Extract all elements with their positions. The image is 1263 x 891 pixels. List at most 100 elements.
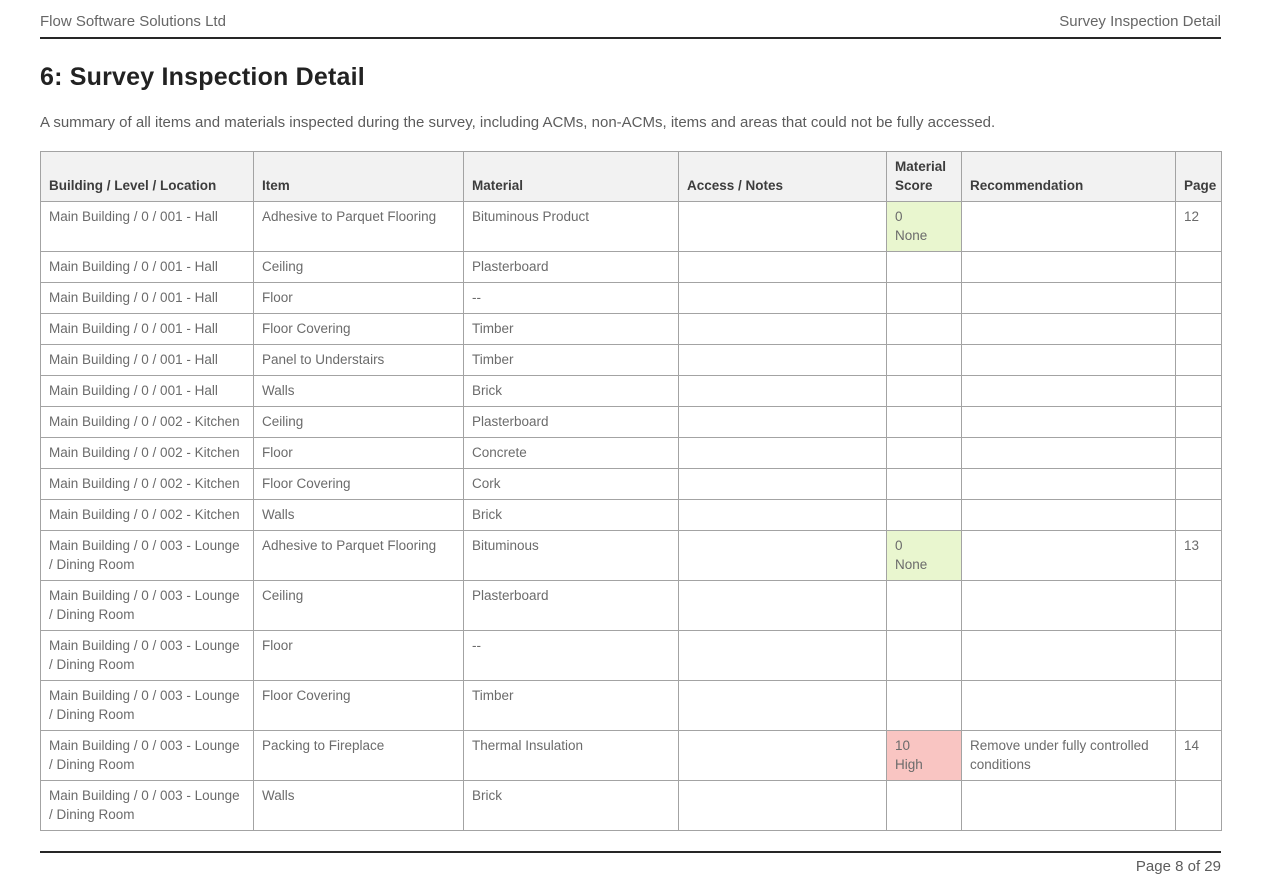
cell-item: Floor xyxy=(253,630,464,681)
cell-material: Timber xyxy=(463,344,679,376)
cell-page xyxy=(1175,580,1222,631)
cell-location: Main Building / 0 / 003 - Lounge / Dinin… xyxy=(40,780,254,831)
cell-access-notes xyxy=(678,530,887,581)
cell-page: 13 xyxy=(1175,530,1222,581)
cell-material-score xyxy=(886,313,962,345)
cell-material: -- xyxy=(463,630,679,681)
score-value: 0 xyxy=(895,209,903,224)
cell-material: Cork xyxy=(463,468,679,500)
table-row: Main Building / 0 / 003 - Lounge / Dinin… xyxy=(40,530,1222,581)
cell-page xyxy=(1175,437,1222,469)
cell-page xyxy=(1175,344,1222,376)
cell-page xyxy=(1175,282,1222,314)
table-row: Main Building / 0 / 001 - Hall Ceiling Pla… xyxy=(40,251,1222,283)
cell-location: Main Building / 0 / 001 - Hall xyxy=(40,375,254,407)
cell-location: Main Building / 0 / 001 - Hall xyxy=(40,201,254,252)
cell-material: Concrete xyxy=(463,437,679,469)
cell-location: Main Building / 0 / 002 - Kitchen xyxy=(40,437,254,469)
cell-material-score: 10 High xyxy=(886,730,962,781)
cell-location: Main Building / 0 / 003 - Lounge / Dinin… xyxy=(40,730,254,781)
cell-access-notes xyxy=(678,344,887,376)
score-label: High xyxy=(895,757,923,772)
cell-access-notes xyxy=(678,730,887,781)
cell-page xyxy=(1175,499,1222,531)
cell-material-score: 0 None xyxy=(886,530,962,581)
cell-item: Ceiling xyxy=(253,580,464,631)
column-header-recommendation: Recommendation xyxy=(961,151,1176,202)
table-header-row: Building / Level / Location Item Material A… xyxy=(40,151,1222,202)
table-row: Main Building / 0 / 002 - Kitchen Floor Co… xyxy=(40,437,1222,469)
table-row: Main Building / 0 / 002 - Kitchen Walls Br… xyxy=(40,499,1222,531)
column-header-location: Building / Level / Location xyxy=(40,151,254,202)
column-header-page: Page xyxy=(1175,151,1222,202)
cell-access-notes xyxy=(678,251,887,283)
cell-access-notes xyxy=(678,580,887,631)
cell-page: 12 xyxy=(1175,201,1222,252)
cell-page xyxy=(1175,406,1222,438)
cell-material-score xyxy=(886,375,962,407)
cell-access-notes xyxy=(678,680,887,731)
cell-recommendation xyxy=(961,282,1176,314)
cell-material-score xyxy=(886,282,962,314)
table-row: Main Building / 0 / 002 - Kitchen Ceiling… xyxy=(40,406,1222,438)
column-header-item: Item xyxy=(253,151,464,202)
cell-page xyxy=(1175,313,1222,345)
cell-recommendation xyxy=(961,780,1176,831)
cell-material: Brick xyxy=(463,375,679,407)
cell-material-score xyxy=(886,680,962,731)
cell-item: Packing to Fireplace xyxy=(253,730,464,781)
cell-item: Floor xyxy=(253,282,464,314)
cell-access-notes xyxy=(678,499,887,531)
cell-page xyxy=(1175,468,1222,500)
cell-page xyxy=(1175,780,1222,831)
score-label: None xyxy=(895,228,928,243)
table-row: Main Building / 0 / 001 - Hall Panel to U… xyxy=(40,344,1222,376)
cell-item: Ceiling xyxy=(253,406,464,438)
cell-material: Plasterboard xyxy=(463,406,679,438)
page-footer: Page 8 of 29 xyxy=(40,851,1221,875)
column-header-access: Access / Notes xyxy=(678,151,887,202)
header-section-name: Survey Inspection Detail xyxy=(1059,13,1221,30)
page-title: 6: Survey Inspection Detail xyxy=(40,63,365,91)
cell-recommendation xyxy=(961,499,1176,531)
header-company-name: Flow Software Solutions Ltd xyxy=(40,13,226,30)
cell-material-score xyxy=(886,344,962,376)
cell-recommendation xyxy=(961,580,1176,631)
cell-access-notes xyxy=(678,468,887,500)
cell-location: Main Building / 0 / 001 - Hall xyxy=(40,251,254,283)
cell-item: Panel to Understairs xyxy=(253,344,464,376)
cell-item: Adhesive to Parquet Flooring xyxy=(253,201,464,252)
cell-recommendation xyxy=(961,630,1176,681)
cell-material: Plasterboard xyxy=(463,251,679,283)
page-subtitle: A summary of all items and materials ins… xyxy=(40,114,996,131)
cell-access-notes xyxy=(678,282,887,314)
cell-location: Main Building / 0 / 001 - Hall xyxy=(40,344,254,376)
score-label: None xyxy=(895,557,928,572)
cell-page xyxy=(1175,375,1222,407)
cell-material-score xyxy=(886,580,962,631)
table-body: Main Building / 0 / 001 - Hall Adhesive t… xyxy=(40,201,1222,831)
cell-recommendation xyxy=(961,251,1176,283)
cell-location: Main Building / 0 / 002 - Kitchen xyxy=(40,499,254,531)
cell-page xyxy=(1175,680,1222,731)
cell-location: Main Building / 0 / 002 - Kitchen xyxy=(40,468,254,500)
cell-material-score xyxy=(886,780,962,831)
table-row: Main Building / 0 / 001 - Hall Adhesive t… xyxy=(40,201,1222,252)
table-row: Main Building / 0 / 003 - Lounge / Dinin… xyxy=(40,730,1222,781)
table-row: Main Building / 0 / 003 - Lounge / Dinin… xyxy=(40,680,1222,731)
cell-recommendation xyxy=(961,680,1176,731)
cell-location: Main Building / 0 / 003 - Lounge / Dinin… xyxy=(40,680,254,731)
cell-item: Floor Covering xyxy=(253,468,464,500)
cell-material-score xyxy=(886,630,962,681)
cell-access-notes xyxy=(678,630,887,681)
cell-recommendation xyxy=(961,344,1176,376)
score-value: 10 xyxy=(895,738,911,753)
cell-material: Timber xyxy=(463,313,679,345)
column-header-material: Material xyxy=(463,151,679,202)
cell-location: Main Building / 0 / 001 - Hall xyxy=(40,313,254,345)
column-header-score: Material Score xyxy=(886,151,962,202)
cell-access-notes xyxy=(678,780,887,831)
score-value: 0 xyxy=(895,538,903,553)
cell-material-score xyxy=(886,251,962,283)
cell-access-notes xyxy=(678,406,887,438)
